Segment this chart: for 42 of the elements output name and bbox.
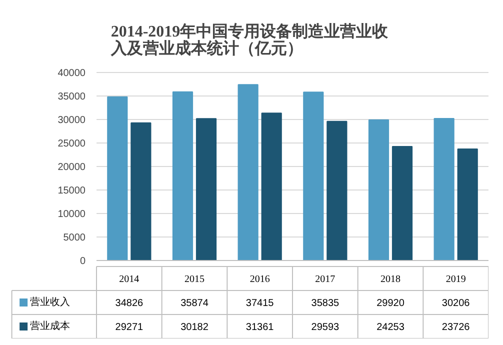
y-tick-label: 0 — [80, 256, 86, 267]
bar — [196, 118, 217, 261]
bar — [326, 120, 348, 261]
bar — [261, 112, 282, 261]
data-label: 30206 — [442, 298, 470, 309]
bar — [107, 96, 128, 261]
chart-title: 2014-2019年中国专用设备制造业营业收入及营业成本统计（亿元） — [110, 22, 390, 58]
x-tick-label: 2018 — [380, 274, 400, 285]
bar — [368, 119, 390, 261]
x-tick-label: 2017 — [315, 274, 336, 285]
data-label: 35874 — [180, 298, 209, 309]
data-label: 30182 — [180, 322, 209, 333]
data-label: 29920 — [376, 298, 405, 309]
data-label: 23726 — [442, 322, 470, 333]
legend-label: 营业成本 — [30, 320, 70, 332]
y-tick-label: 5000 — [63, 232, 86, 244]
bar — [172, 91, 194, 261]
y-tick-label: 10000 — [58, 209, 86, 220]
bar — [303, 92, 324, 261]
data-label: 37415 — [246, 298, 274, 309]
bar — [392, 146, 413, 261]
data-label: 24253 — [376, 322, 405, 333]
y-tick-label: 20000 — [58, 162, 86, 173]
x-tick-label: 2015 — [184, 274, 204, 285]
data-label: 29271 — [115, 322, 144, 333]
y-tick-label: 35000 — [58, 92, 86, 102]
x-tick-label: 2016 — [250, 274, 270, 285]
x-tick-label: 2014 — [119, 274, 140, 285]
data-label: 34826 — [115, 298, 144, 309]
legend-label: 营业收入 — [30, 296, 70, 308]
bar — [130, 122, 152, 261]
bar — [238, 84, 258, 261]
y-tick-label: 25000 — [58, 138, 86, 150]
data-label: 29593 — [311, 322, 340, 333]
y-tick-label: 15000 — [58, 186, 86, 196]
bar — [457, 148, 478, 261]
data-label: 35835 — [311, 298, 340, 309]
y-tick-label: 40000 — [58, 68, 86, 79]
bar — [434, 118, 454, 261]
y-tick-label: 30000 — [58, 115, 86, 126]
data-label: 31361 — [246, 322, 274, 333]
x-tick-label: 2019 — [446, 274, 466, 285]
